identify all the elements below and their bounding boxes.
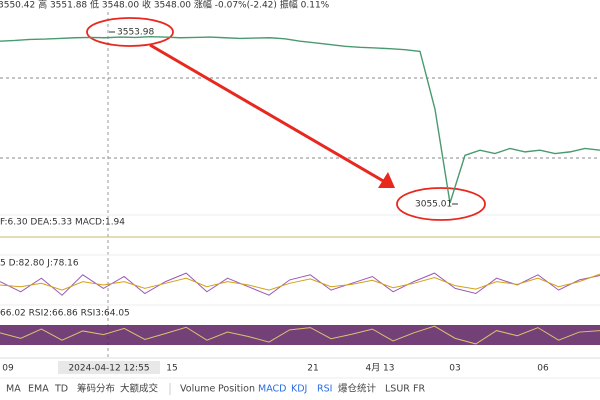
- annotation-circle: [396, 187, 486, 221]
- toolbar-item[interactable]: 筹码分布: [77, 383, 115, 395]
- x-tick-label: 06: [537, 364, 549, 374]
- toolbar-item[interactable]: MACD: [258, 384, 286, 395]
- x-tick-label: 09: [2, 364, 14, 374]
- toolbar-item[interactable]: MA: [6, 384, 21, 395]
- rsi-label: 66.02 RSI2:66.86 RSI3:64.05: [0, 309, 130, 319]
- toolbar-item[interactable]: 爆仓统计: [338, 383, 377, 395]
- crosshair-label: 2024-04-12 12:55: [68, 364, 149, 374]
- toolbar-item[interactable]: 大额成交: [120, 383, 159, 395]
- series-line: [0, 273, 600, 291]
- x-tick-label: 21: [307, 364, 318, 374]
- annotation-circle: [86, 17, 174, 47]
- series-line: [0, 36, 600, 204]
- ohlc-info: 3550.42 高 3551.88 低 3548.00 收 3548.00 涨幅…: [0, 0, 330, 11]
- x-tick-label: 03: [449, 364, 460, 374]
- annotation-arrow: [149, 43, 386, 184]
- annotation-label: 3553.98: [117, 28, 154, 38]
- macd-label: F:6.30 DEA:5.33 MACD:1.94: [0, 218, 125, 228]
- toolbar-item[interactable]: KDJ: [291, 384, 307, 395]
- toolbar-item[interactable]: TD: [54, 384, 68, 395]
- toolbar-item[interactable]: LSUR: [385, 384, 410, 395]
- series-line: [0, 272, 600, 296]
- toolbar-item[interactable]: FR: [413, 384, 425, 395]
- rsi-band: [0, 325, 600, 345]
- x-tick-label: 4月 13: [365, 363, 394, 374]
- toolbar-item[interactable]: Volume: [180, 384, 215, 395]
- annotation-label: 3055.01: [415, 200, 452, 210]
- toolbar-item[interactable]: RSI: [317, 384, 332, 395]
- x-tick-label: 15: [166, 364, 177, 374]
- arrow-head: [378, 172, 395, 188]
- toolbar-item[interactable]: Position: [218, 384, 255, 395]
- crosshair-box: [58, 361, 160, 374]
- series-line: [0, 325, 600, 345]
- toolbar-item[interactable]: EMA: [28, 384, 49, 395]
- kdj-label: 5 D:82.80 J:78.16: [0, 259, 79, 269]
